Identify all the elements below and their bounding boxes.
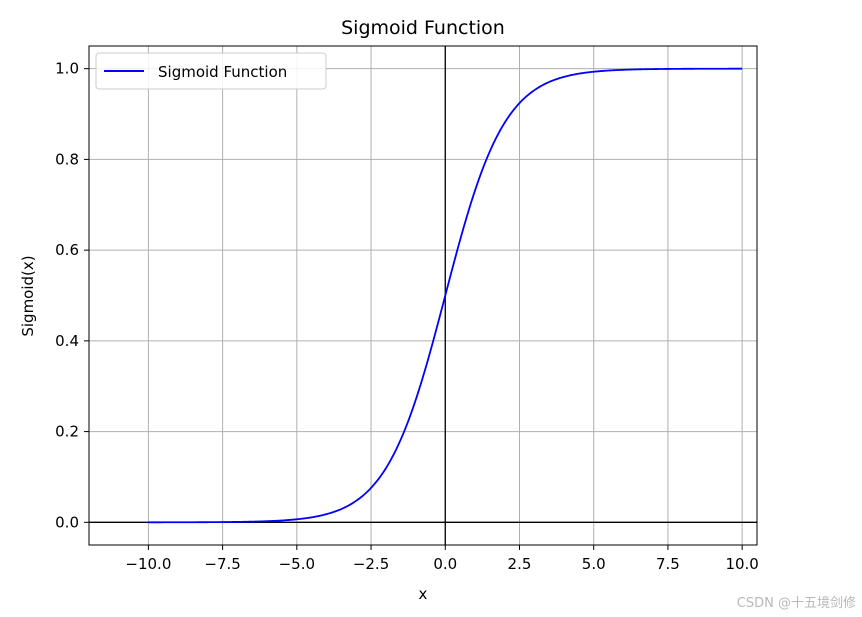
legend: Sigmoid Function (95, 52, 327, 90)
y-tick-label: 1.0 (55, 60, 79, 78)
y-axis-label: Sigmoid(x) (19, 255, 37, 336)
y-ticks: 0.0 0.2 0.4 0.6 0.8 1.0 (55, 60, 89, 531)
x-tick-label: −5.0 (279, 555, 315, 573)
x-ticks: −10.0 −7.5 −5.0 −2.5 0.0 2.5 5.0 7.5 10.0 (125, 545, 759, 573)
x-axis-label: x (419, 585, 428, 603)
x-tick-label: −7.5 (204, 555, 240, 573)
legend-box (95, 52, 327, 90)
plot-frame (88, 45, 758, 546)
y-tick-label: 0.2 (55, 423, 79, 441)
x-tick-label: 5.0 (582, 555, 606, 573)
legend-label-sigmoid: Sigmoid Function (158, 63, 287, 81)
y-tick-label: 0.8 (55, 150, 79, 168)
x-tick-label: 0.0 (433, 555, 457, 573)
x-tick-label: −10.0 (125, 555, 171, 573)
x-tick-label: 2.5 (508, 555, 532, 573)
reference-lines (89, 46, 757, 545)
chart-title: Sigmoid Function (341, 17, 505, 39)
x-tick-label: −2.5 (353, 555, 389, 573)
y-tick-label: 0.6 (55, 241, 79, 259)
x-tick-label: 7.5 (656, 555, 680, 573)
series-line-sigmoid (148, 67, 743, 524)
y-tick-label: 0.0 (55, 513, 79, 531)
grid-lines (89, 46, 757, 545)
x-tick-label: 10.0 (725, 555, 758, 573)
series-layer (148, 67, 743, 524)
watermark-text: CSDN @十五境剑修 (736, 596, 856, 611)
y-tick-label: 0.4 (55, 332, 79, 350)
